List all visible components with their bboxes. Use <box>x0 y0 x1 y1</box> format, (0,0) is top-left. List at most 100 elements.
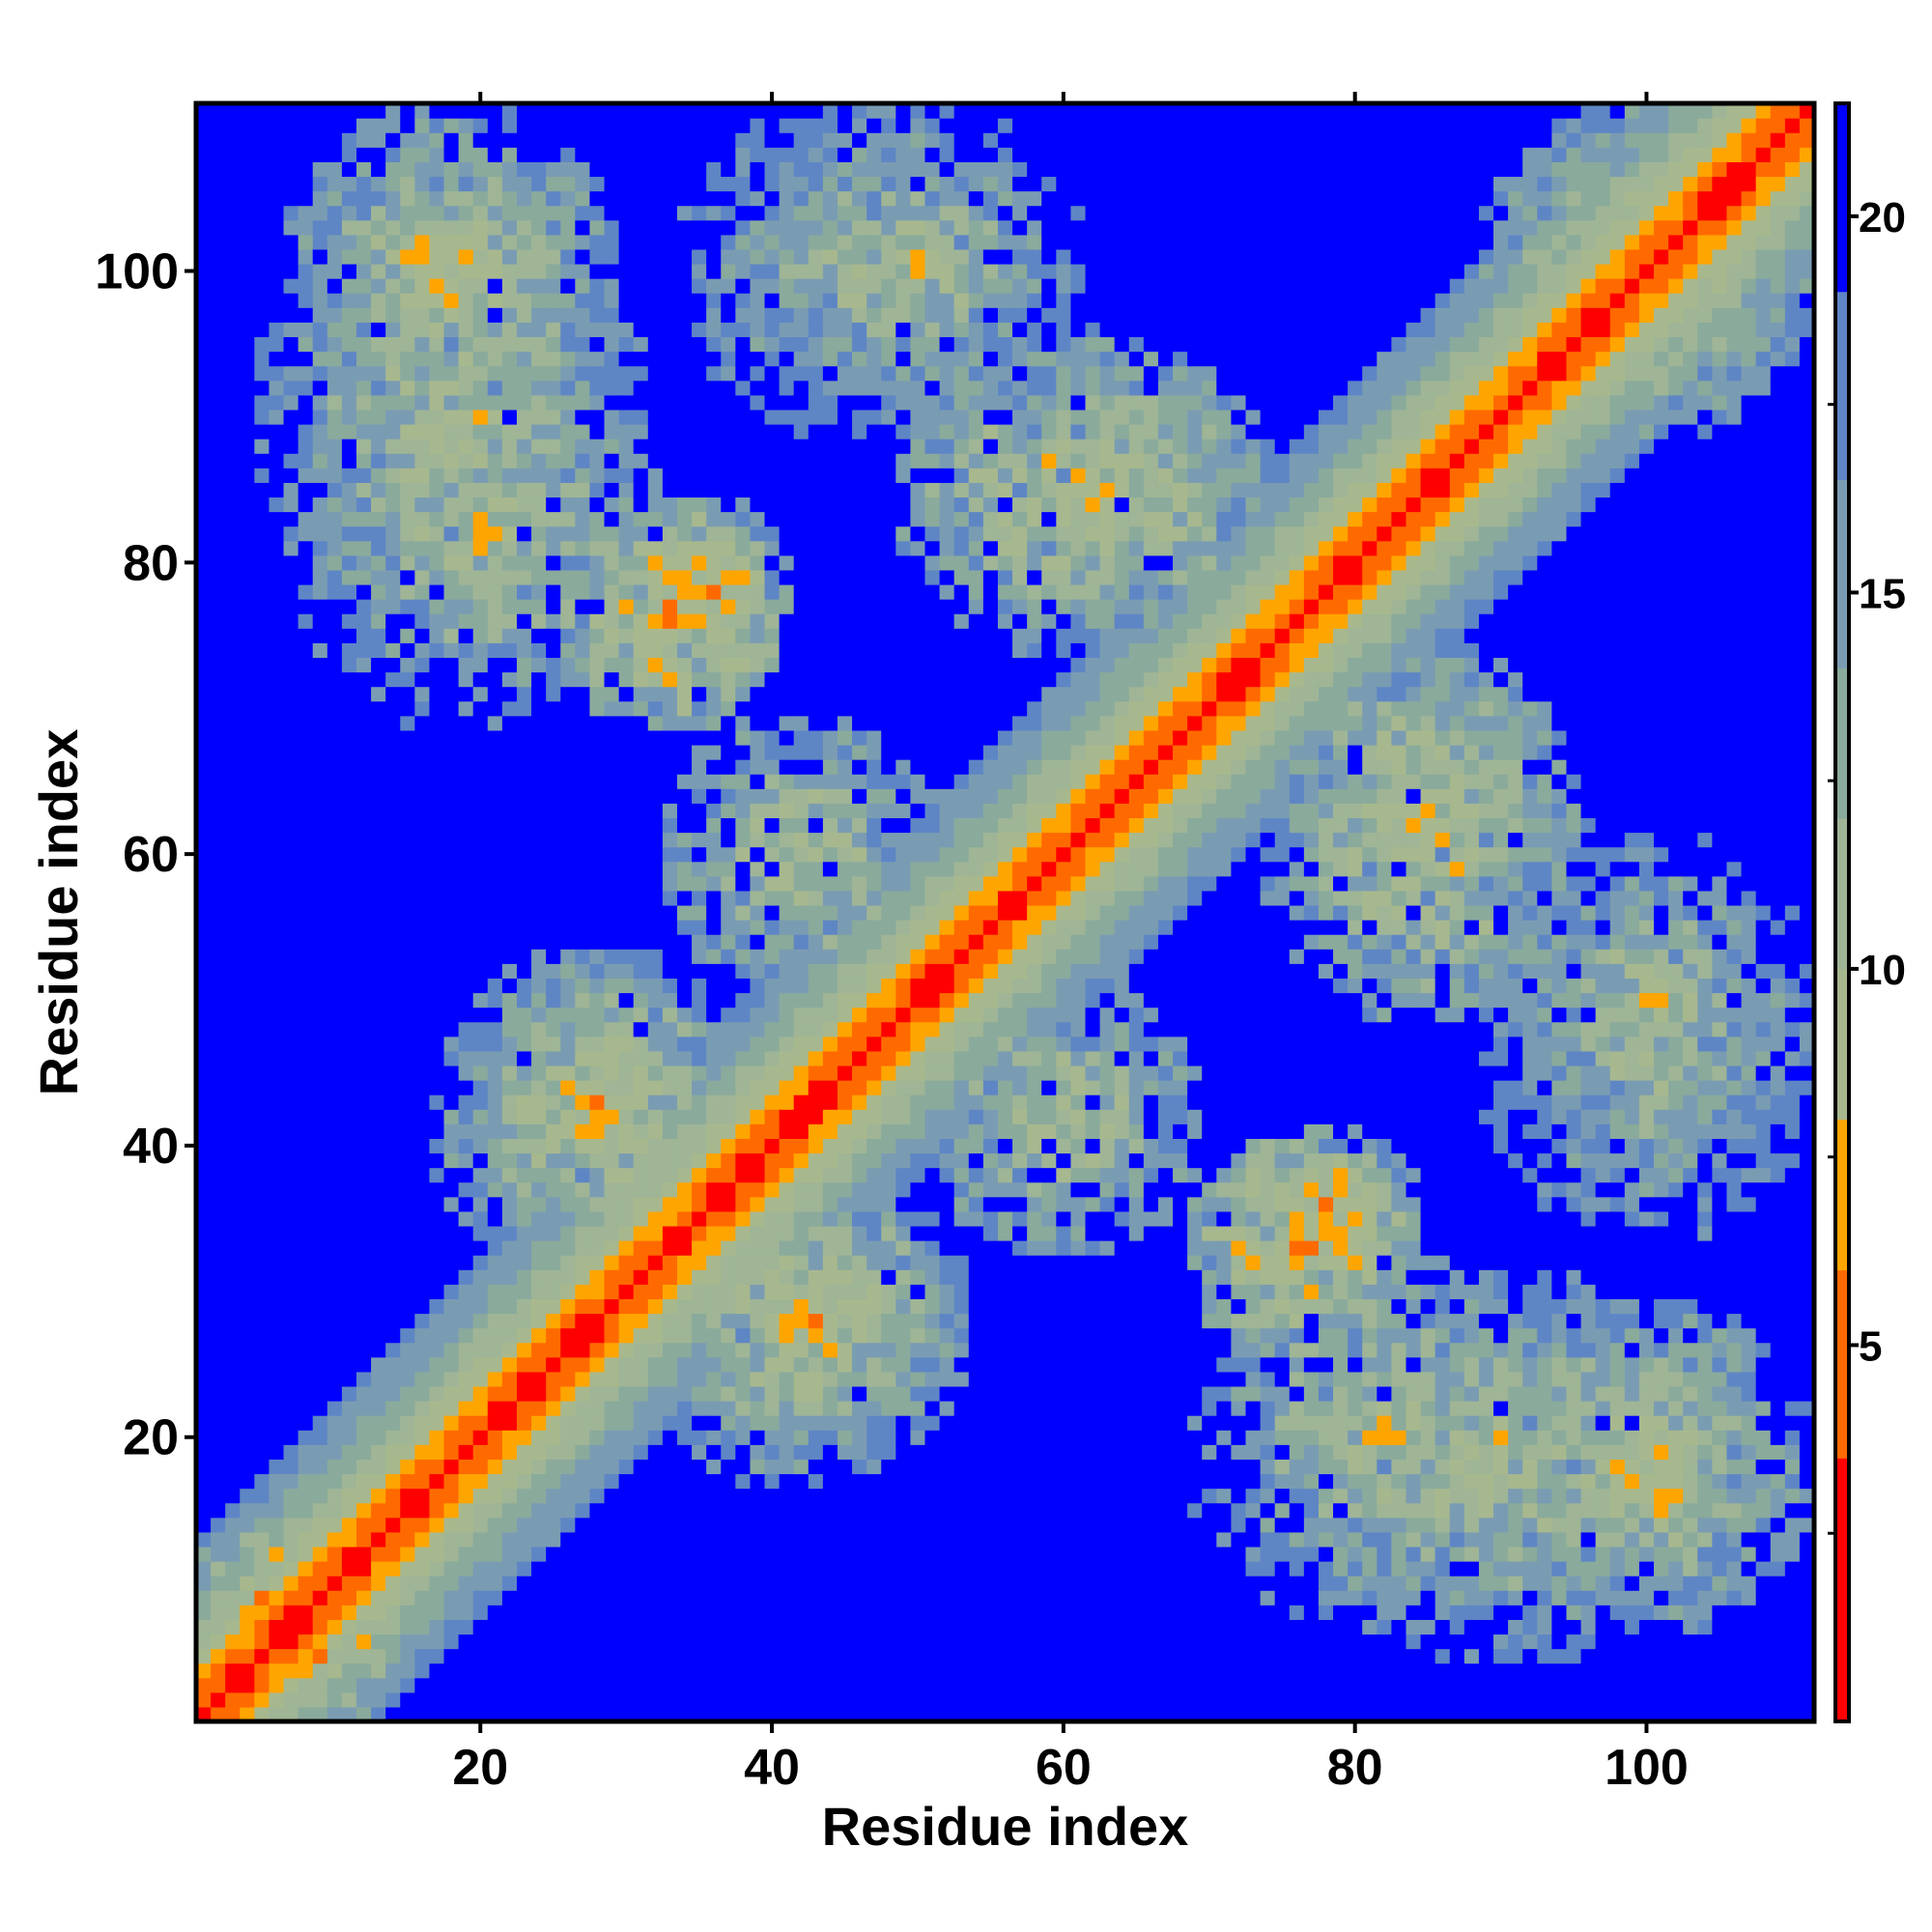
heatmap-cell <box>546 1225 561 1241</box>
heatmap-cell <box>429 234 445 250</box>
heatmap-cell <box>414 788 431 804</box>
heatmap-cell <box>400 1123 415 1139</box>
heatmap-cell <box>764 1605 781 1620</box>
heatmap-cell <box>487 1196 503 1212</box>
heatmap-cell <box>283 219 299 236</box>
heatmap-cell <box>414 1706 431 1722</box>
heatmap-cell <box>501 1065 518 1081</box>
heatmap-cell <box>429 1356 445 1373</box>
heatmap-cell <box>501 1691 518 1708</box>
heatmap-cell <box>692 205 707 221</box>
heatmap-cell <box>837 1313 853 1329</box>
heatmap-cell <box>400 1356 415 1373</box>
heatmap-cell <box>721 1138 736 1154</box>
heatmap-cell <box>472 583 489 600</box>
heatmap-cell <box>546 729 561 746</box>
heatmap-cell <box>575 1662 591 1679</box>
heatmap-cell <box>735 1677 752 1693</box>
heatmap-cell <box>662 1576 678 1591</box>
heatmap-cell <box>764 453 781 469</box>
heatmap-cell <box>735 322 752 338</box>
heatmap-cell <box>298 147 314 162</box>
heatmap-cell <box>211 1634 226 1650</box>
heatmap-cell <box>793 1576 810 1591</box>
heatmap-cell <box>604 511 620 527</box>
heatmap-cell <box>647 1298 664 1315</box>
heatmap-cell <box>589 1706 606 1722</box>
heatmap-cell <box>647 846 664 863</box>
heatmap-cell <box>371 132 386 148</box>
heatmap-cell <box>676 453 693 469</box>
heatmap-cell <box>560 423 576 440</box>
heatmap-cell <box>575 497 591 513</box>
heatmap-cell <box>225 511 241 527</box>
heatmap-cell <box>298 875 314 892</box>
heatmap-cell <box>472 1415 489 1431</box>
heatmap-cell <box>662 861 678 877</box>
heatmap-cell <box>211 132 226 148</box>
heatmap-cell <box>269 439 285 454</box>
heatmap-cell <box>808 1546 824 1562</box>
heatmap-cell <box>429 1138 445 1154</box>
heatmap-cell <box>589 1327 606 1344</box>
heatmap-cell <box>750 394 766 411</box>
heatmap-cell <box>429 1225 445 1241</box>
heatmap-cell <box>211 322 226 338</box>
heatmap-cell <box>647 423 664 440</box>
heatmap-cell <box>633 511 649 527</box>
heatmap-cell <box>604 934 620 950</box>
heatmap-cell <box>793 147 810 162</box>
heatmap-cell <box>764 774 781 789</box>
heatmap-cell <box>355 1050 372 1066</box>
heatmap-cell <box>371 394 386 411</box>
heatmap-cell <box>501 1517 518 1533</box>
heatmap-cell <box>575 934 591 950</box>
heatmap-cell <box>501 1342 518 1358</box>
heatmap-cell <box>837 161 853 178</box>
heatmap-cell <box>516 263 532 279</box>
heatmap-cell <box>546 468 561 483</box>
heatmap-cell <box>750 336 766 353</box>
heatmap-cell <box>676 978 693 994</box>
heatmap-cell <box>269 890 285 906</box>
heatmap-cell <box>472 788 489 804</box>
heatmap-cell <box>429 307 445 323</box>
heatmap-cell <box>633 671 649 688</box>
heatmap-cell <box>516 161 532 178</box>
heatmap-cell <box>633 322 649 338</box>
heatmap-cell <box>355 453 372 469</box>
heatmap-cell <box>443 1065 460 1081</box>
heatmap-cell <box>254 423 270 440</box>
heatmap-cell <box>196 205 212 221</box>
heatmap-cell <box>604 322 620 338</box>
heatmap-cell <box>793 846 810 863</box>
heatmap-cell <box>647 248 664 265</box>
heatmap-cell <box>385 1021 401 1037</box>
heatmap-cell <box>706 1152 722 1169</box>
heatmap-cell <box>501 803 518 819</box>
heatmap-cell <box>298 657 314 673</box>
heatmap-cell <box>211 1444 226 1460</box>
heatmap-cell <box>721 715 736 731</box>
heatmap-cell <box>837 1050 853 1066</box>
heatmap-cell <box>647 1050 664 1066</box>
heatmap-cell <box>298 511 314 527</box>
heatmap-cell <box>414 1356 431 1373</box>
heatmap-cell <box>721 1459 736 1475</box>
heatmap-cell <box>764 1036 781 1052</box>
heatmap-cell <box>429 1196 445 1212</box>
heatmap-cell <box>750 1561 766 1577</box>
heatmap-cell <box>531 817 547 834</box>
heatmap-cell <box>735 1284 752 1299</box>
heatmap-cell <box>735 686 752 702</box>
heatmap-cell <box>400 774 415 789</box>
heatmap-cell <box>822 875 838 892</box>
heatmap-cell <box>327 671 343 688</box>
heatmap-cell <box>196 1662 212 1679</box>
heatmap-cell <box>487 540 503 556</box>
heatmap-cell <box>341 263 357 279</box>
heatmap-cell <box>692 482 707 498</box>
heatmap-cell <box>546 1590 561 1605</box>
heatmap-cell <box>589 219 606 236</box>
heatmap-cell <box>385 161 401 178</box>
